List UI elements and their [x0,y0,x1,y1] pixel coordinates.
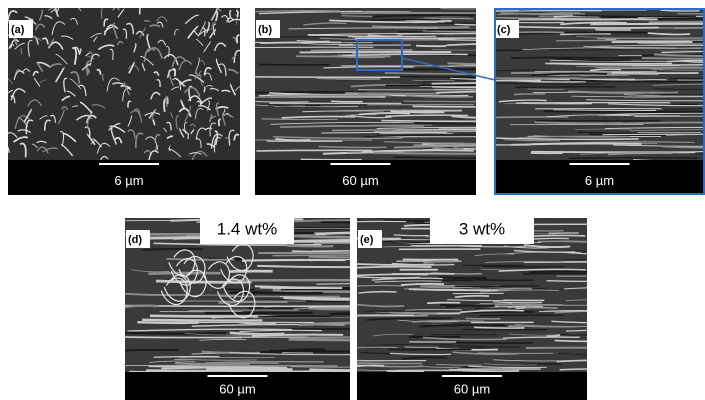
fiber-streak [243,77,400,78]
fiber-streak [287,246,334,247]
fiber-streak [230,292,262,293]
fiber-streak [566,300,616,301]
fiber-streak [317,78,381,79]
fiber-streak [453,343,533,344]
fiber-streak [230,333,285,334]
cell-wall [204,87,205,92]
panel: 60 µm (e) 3 wt% [337,216,649,400]
fiber-streak [475,308,515,309]
fiber-streak [357,363,422,364]
fiber-streak [466,312,534,313]
fiber-streak [345,93,440,94]
scale-bar-label: 60 µm [454,381,490,396]
figure: 6 µm (a) 60 µm (b) 6 µm (c) 60 µm (d) 1.4 wt% 60 … [0,0,705,400]
fiber-streak [569,158,698,159]
fiber-streak [529,271,602,272]
fiber-streak [427,303,460,304]
fiber-streak [256,150,372,151]
fiber-streak [116,337,242,338]
fiber-streak [531,238,569,239]
fiber-streak [398,137,477,138]
fiber-streak [440,305,495,306]
scale-bar-label: 60 µm [219,381,255,396]
panel-label: (d) [128,234,142,246]
scale-bar-label: 6 µm [114,173,143,188]
panel: 6 µm (a) [2,1,242,195]
fiber-streak [555,341,625,342]
caption: 1.4 wt% [217,219,277,238]
cell-wall [224,5,238,7]
fiber-streak [423,261,454,262]
panel-label: (c) [497,24,511,36]
fiber-streak [260,287,342,288]
fiber-streak [223,289,255,290]
fiber-streak [523,273,596,274]
fiber-streak [374,153,504,154]
fiber-streak [242,260,345,261]
fiber-streak [521,364,561,365]
fiber-streak [514,94,545,95]
fiber-streak [252,335,343,336]
fiber-streak [166,259,234,260]
panel-label: (b) [258,24,272,36]
fiber-streak [479,315,563,316]
scale-bar-label: 6 µm [585,173,614,188]
fiber-streak [642,58,705,59]
fiber-streak [389,312,438,313]
fiber-streak [116,350,178,351]
caption: 3 wt% [459,219,505,238]
fiber-streak [142,320,262,321]
panel-label: (a) [11,24,25,36]
fiber-streak [311,50,413,51]
fiber-streak [161,367,287,368]
fiber-streak [564,241,643,242]
fiber-streak [219,302,288,303]
fiber-streak [544,111,705,112]
fiber-streak [546,281,628,282]
fiber-streak [486,117,569,118]
fiber-streak [566,330,649,331]
panel: 6 µm (c) [478,6,705,195]
fiber-streak [372,26,469,27]
fiber-streak [531,152,695,153]
fiber-streak [474,327,524,328]
panel-label: (e) [360,234,374,246]
fiber-streak [560,33,611,34]
fiber-streak [475,280,534,281]
fiber-streak [148,273,220,274]
fiber-streak [189,310,299,311]
fiber-streak [439,277,487,278]
fiber-streak [511,144,641,145]
scale-bar-label: 60 µm [342,173,378,188]
fiber-streak [150,316,258,317]
fiber-streak [492,11,602,12]
fiber-streak [362,12,513,13]
fiber-streak [300,52,452,53]
fiber-streak [560,369,634,370]
